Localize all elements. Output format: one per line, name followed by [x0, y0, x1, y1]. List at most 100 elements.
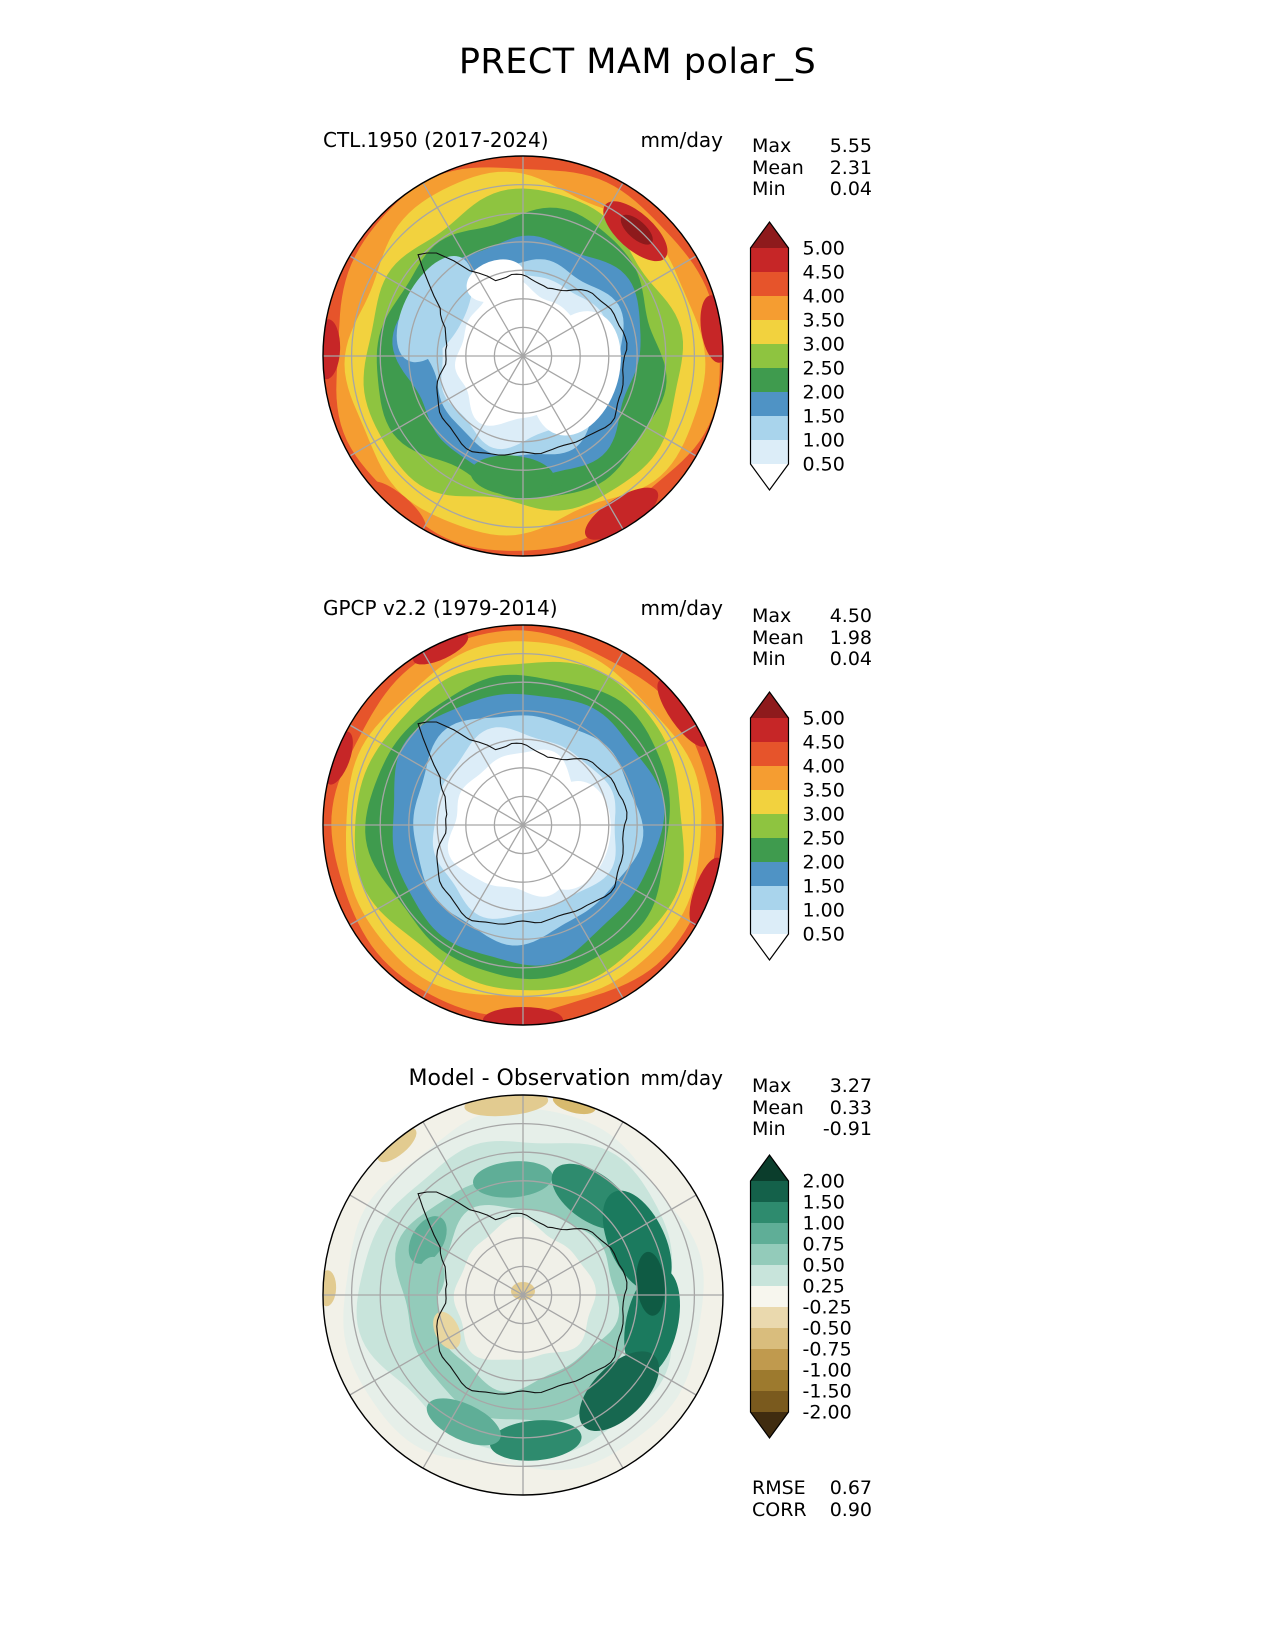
colorbar-tick-label: 0.75: [803, 1234, 845, 1256]
colorbar-tick-label: 0.50: [803, 1255, 845, 1277]
figure-title: PRECT MAM polar_S: [458, 42, 817, 82]
colorbar-observation: 5.004.504.003.503.002.502.001.501.000.50: [749, 690, 845, 962]
stat-value: 4.50: [829, 605, 872, 627]
colorbar-difference: 2.001.501.000.750.500.25-0.25-0.50-0.75-…: [749, 1153, 852, 1440]
metrics-difference: RMSE 0.67 CORR 0.90: [752, 1477, 872, 1521]
colorbar-tick-label: 2.50: [803, 828, 845, 850]
stat-label: Min: [752, 648, 786, 670]
map-blob: [426, 1398, 501, 1446]
units-label-model: mm/day: [640, 128, 724, 152]
colorbar-tick-label: 2.00: [803, 382, 845, 404]
colorbar-segment: [750, 440, 789, 465]
metric-value: 0.90: [829, 1498, 872, 1521]
colorbar-segment: [750, 368, 789, 393]
colorbar-segment: [750, 1391, 789, 1413]
units-label-observation: mm/day: [640, 596, 724, 620]
colorbar-segment: [750, 742, 789, 767]
colorbar-tick-label: 5.00: [803, 238, 845, 260]
colorbar-segment: [750, 718, 789, 743]
colorbar-segment: [750, 1307, 789, 1329]
panel-header-difference: Model - Observation mm/day: [323, 1066, 723, 1091]
stat-label: Mean: [752, 626, 804, 649]
stat-label: Mean: [752, 156, 804, 179]
stat-value: 1.98: [829, 626, 872, 649]
map-outline: [322, 624, 724, 1026]
map-blob: [620, 214, 653, 245]
colorbar-tick-label: -0.50: [803, 1318, 852, 1340]
colorbar-tick-label: 2.50: [803, 358, 845, 380]
colorbar-segment: [750, 1370, 789, 1392]
panel-header-model: CTL.1950 (2017-2024) mm/day: [323, 128, 723, 152]
stat-row: Min 0.04: [752, 648, 872, 671]
stat-row: Max 3.27: [752, 1075, 872, 1098]
map-blob: [324, 731, 353, 785]
colorbar-arrow-top: [750, 1155, 789, 1181]
metric-value: 0.67: [829, 1477, 872, 1499]
metric-label: RMSE: [752, 1477, 806, 1499]
colorbar-tick-label: -0.75: [803, 1339, 852, 1361]
colorbar-tick-label: 1.50: [803, 406, 845, 428]
colorbar-model: 5.004.504.003.503.002.502.001.501.000.50: [749, 220, 845, 492]
colorbar-segment: [750, 416, 789, 441]
colorbar-tick-label: 4.50: [803, 732, 845, 754]
stat-label: Mean: [752, 1096, 804, 1119]
colorbar-segment: [750, 838, 789, 863]
colorbar-segment: [750, 344, 789, 369]
colorbar-tick-label: 4.00: [803, 286, 845, 308]
colorbar-segment: [750, 886, 789, 911]
map-blob: [489, 1420, 582, 1461]
colorbar-arrow-top: [750, 222, 789, 248]
map-content: [323, 1095, 723, 1495]
coastline: [417, 721, 628, 925]
stats-model: Max 5.55 Mean 2.31 Min 0.04: [752, 135, 872, 201]
colorbar-segment: [750, 1328, 789, 1350]
colorbar-segment: [750, 814, 789, 839]
stat-label: Max: [752, 135, 792, 157]
panel-header-observation: GPCP v2.2 (1979-2014) mm/day: [323, 596, 723, 620]
grid-meridian: [349, 1194, 697, 1396]
colorbar-segment: [750, 1181, 789, 1203]
stat-label: Min: [752, 1118, 786, 1140]
colorbar-tick-label: 0.25: [803, 1276, 845, 1298]
colorbar-arrow-bottom: [750, 1412, 789, 1438]
stat-value: 2.31: [829, 156, 872, 179]
colorbar-tick-label: 2.00: [803, 852, 845, 874]
colorbar-tick-label: 1.00: [803, 900, 845, 922]
stats-observation: Max 4.50 Mean 1.98 Min 0.04: [752, 605, 872, 671]
stat-label: Min: [752, 178, 786, 200]
colorbar-tick-label: 0.50: [803, 454, 845, 476]
map-blob: [584, 487, 659, 540]
stat-value: 5.55: [829, 135, 872, 157]
colorbar-tick-label: 3.00: [803, 804, 845, 826]
colorbar-tick-label: 3.50: [803, 780, 845, 802]
colorbar-tick-label: 1.50: [803, 1192, 845, 1214]
coastline: [417, 1191, 628, 1395]
stat-row: Max 4.50: [752, 605, 872, 628]
stat-value: 0.04: [829, 648, 872, 670]
polar-map-observation: [322, 624, 724, 1026]
map-blob: [396, 255, 473, 363]
colorbar-segment: [750, 790, 789, 815]
units-label-difference: mm/day: [640, 1066, 724, 1090]
metric-label: CORR: [752, 1498, 807, 1521]
coastline: [417, 252, 628, 456]
colorbar-segment: [750, 910, 789, 935]
map-content: [323, 625, 723, 1025]
colorbar-tick-label: 4.00: [803, 756, 845, 778]
colorbar-tick-label: -0.25: [803, 1297, 852, 1319]
colorbar-arrow-bottom: [750, 934, 789, 960]
map-outline: [322, 1094, 724, 1496]
grid-meridian: [349, 724, 697, 926]
stat-value: 0.04: [829, 178, 872, 200]
colorbar-segment: [750, 1286, 789, 1308]
colorbar-segment: [750, 248, 789, 273]
map-blob: [323, 319, 341, 380]
colorbar-outline: [749, 690, 790, 962]
colorbar-tick-label: 1.50: [803, 876, 845, 898]
colorbar-tick-label: 0.50: [803, 924, 845, 946]
stat-row: Max 5.55: [752, 135, 872, 158]
stat-row: Mean 0.33: [752, 1096, 872, 1120]
colorbar-tick-label: -1.00: [803, 1360, 852, 1382]
stat-value: -0.91: [822, 1118, 872, 1140]
stat-value: 0.33: [829, 1096, 872, 1119]
